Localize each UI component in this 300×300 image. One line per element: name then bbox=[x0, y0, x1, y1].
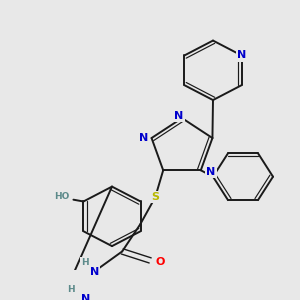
Text: H: H bbox=[81, 258, 89, 267]
Text: N: N bbox=[81, 294, 90, 300]
Text: N: N bbox=[139, 133, 148, 143]
Text: N: N bbox=[174, 111, 184, 121]
Text: N: N bbox=[237, 50, 246, 60]
Text: H: H bbox=[68, 285, 75, 294]
Text: HO: HO bbox=[54, 193, 69, 202]
Text: N: N bbox=[90, 267, 99, 277]
Text: N: N bbox=[206, 167, 215, 177]
Text: O: O bbox=[155, 257, 165, 267]
Text: S: S bbox=[151, 192, 159, 202]
